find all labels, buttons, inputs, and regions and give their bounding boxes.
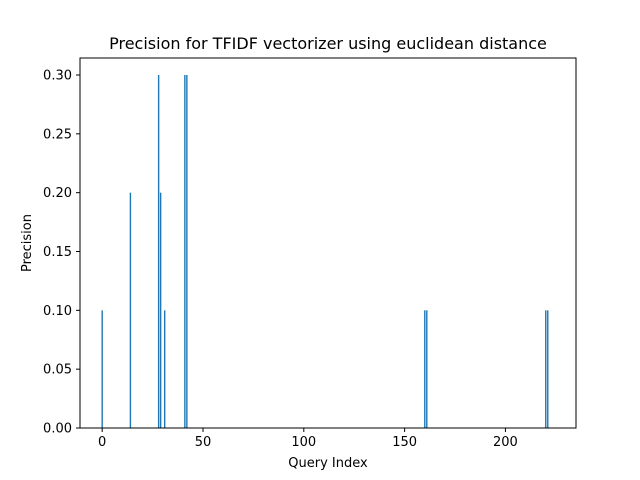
y-axis-ticks: 0.00 0.05 0.10 0.15 0.20 0.25 0.30 (43, 69, 80, 437)
y-tick-label: 0.25 (43, 127, 72, 142)
bar (163, 310, 166, 428)
bar-group (101, 75, 549, 428)
y-tick-label: 0.05 (43, 363, 72, 378)
plot-frame (79, 57, 577, 429)
bar (186, 75, 188, 428)
plot-area (80, 58, 576, 428)
x-axis-label: Query Index (288, 456, 368, 471)
bar (184, 75, 186, 428)
y-axis-label: Precision (20, 214, 35, 272)
bar (159, 192, 162, 428)
chart-title: Precision for TFIDF vectorizer using euc… (109, 34, 547, 53)
x-tick-label: 200 (493, 435, 518, 450)
bar (157, 75, 160, 428)
y-tick-label: 0.30 (43, 69, 72, 84)
y-tick-label: 0.00 (43, 422, 72, 437)
x-axis-ticks: 0 50 100 150 200 (98, 428, 518, 450)
y-tick-label: 0.15 (43, 245, 72, 260)
bar (426, 310, 428, 428)
x-tick-label: 50 (195, 435, 212, 450)
bar (101, 310, 103, 428)
x-tick-label: 0 (98, 435, 106, 450)
bar (547, 310, 549, 428)
x-tick-label: 150 (392, 435, 417, 450)
bar (424, 310, 426, 428)
y-tick-label: 0.20 (43, 186, 72, 201)
bar (545, 310, 547, 428)
x-tick-label: 100 (291, 435, 316, 450)
y-tick-label: 0.10 (43, 304, 72, 319)
bar (129, 192, 132, 428)
